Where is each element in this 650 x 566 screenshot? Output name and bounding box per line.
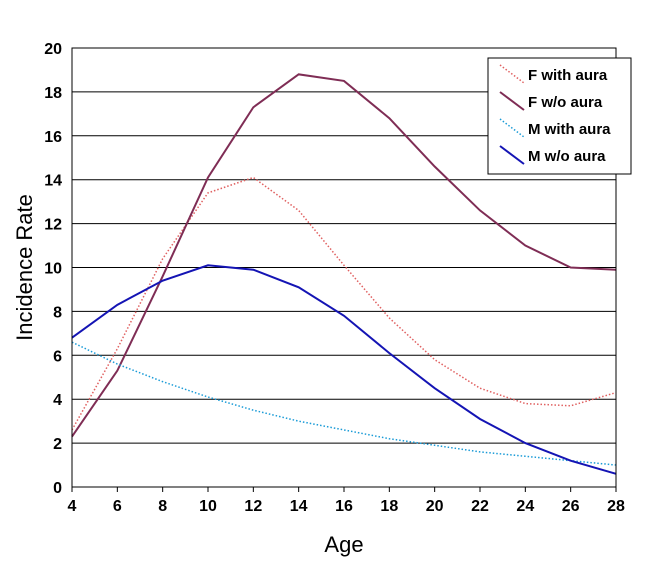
legend-swatch	[499, 145, 525, 165]
x-tick-label: 24	[516, 498, 534, 515]
y-tick-label: 0	[53, 480, 62, 497]
x-tick-label: 12	[244, 498, 262, 515]
x-tick-label: 6	[113, 498, 122, 515]
x-tick-label: 4	[68, 498, 77, 515]
y-tick-label: 20	[44, 41, 62, 58]
series-line-1	[71, 176, 617, 431]
series-line-2	[71, 73, 617, 438]
y-tick-label: 8	[53, 304, 62, 321]
y-tick-label: 4	[53, 392, 62, 409]
x-axis-title: Age	[324, 532, 363, 557]
y-tick-label: 10	[44, 261, 62, 278]
series-lines	[71, 73, 617, 475]
legend-label: M w/o aura	[528, 148, 606, 165]
x-tick-label: 22	[471, 498, 489, 515]
series-line-3	[71, 341, 617, 466]
legend-swatch	[499, 64, 525, 84]
x-tick-labels: 4 6 8 10 12 14 16 18 20 22 24 26 28	[68, 487, 625, 515]
x-tick-label: 10	[199, 498, 217, 515]
y-tick-label: 6	[53, 348, 62, 365]
y-tick-label: 12	[44, 217, 62, 234]
legend-label: M with aura	[528, 121, 611, 138]
y-axis-title: Incidence Rate	[12, 194, 37, 341]
legend: F with aura F w/o aura M with aura M w/o au…	[487, 57, 632, 175]
series-line-4	[71, 264, 617, 475]
legend-label: F with aura	[528, 67, 608, 84]
plot-area-border	[71, 47, 617, 488]
x-tick-label: 26	[562, 498, 580, 515]
legend-label: F w/o aura	[528, 94, 603, 111]
y-tick-label: 14	[44, 173, 62, 190]
x-tick-label: 20	[426, 498, 444, 515]
legend-swatch	[499, 91, 525, 111]
y-tick-labels: 0 2 4 6 8 10 12 14 16 18 20	[44, 41, 62, 497]
legend-swatch	[499, 118, 525, 138]
y-tick-label: 18	[44, 85, 62, 102]
x-tick-label: 16	[335, 498, 353, 515]
y-tick-label: 16	[44, 129, 62, 146]
x-tick-label: 8	[158, 498, 167, 515]
x-tick-label: 18	[380, 498, 398, 515]
y-tick-label: 2	[53, 436, 62, 453]
x-tick-label: 14	[290, 498, 308, 515]
x-tick-label: 28	[607, 498, 625, 515]
